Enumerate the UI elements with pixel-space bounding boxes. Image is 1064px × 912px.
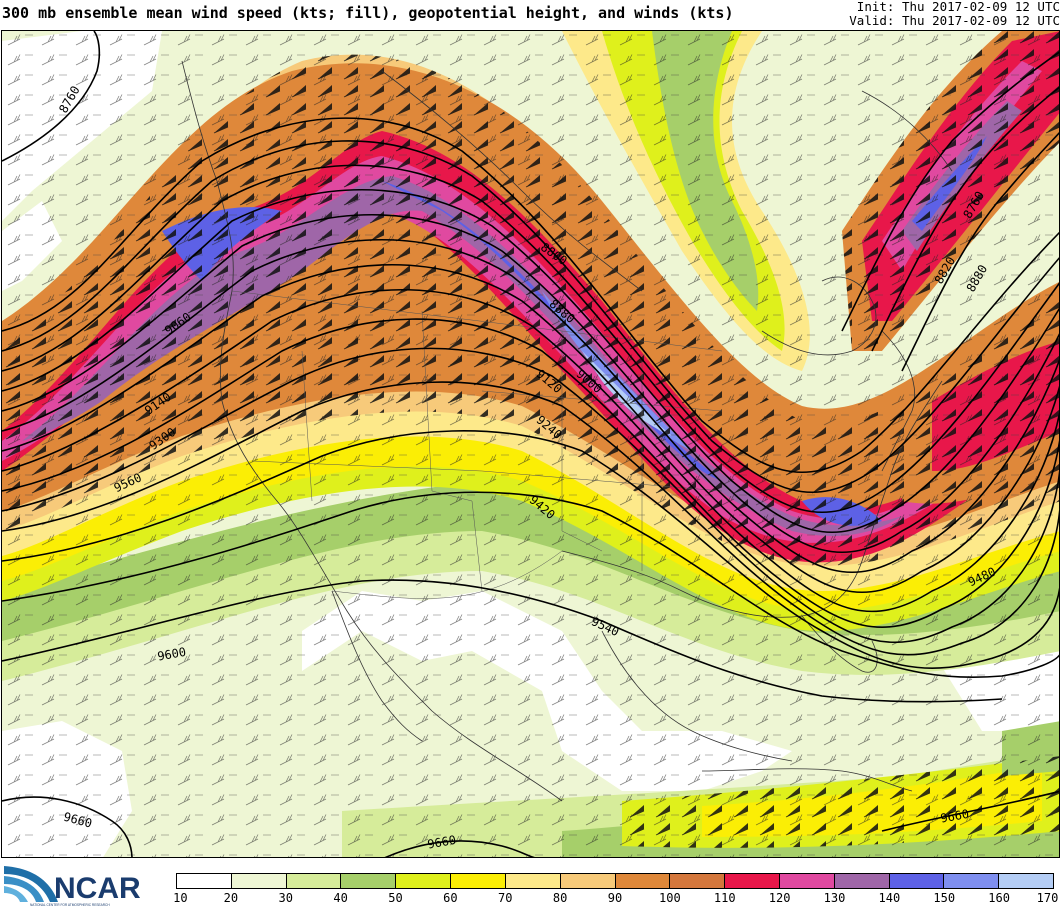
height-contours: [2, 31, 1059, 857]
colorbar-cell: [559, 874, 615, 888]
colorbar-tick: 90: [607, 891, 623, 905]
colorbar-cell: [778, 874, 834, 888]
ncar-logo: NCAR NATIONAL CENTER FOR ATMOSPHERIC RES…: [2, 862, 150, 908]
coastlines: [181, 60, 953, 802]
colorbar-tick: 150: [933, 891, 956, 905]
colorbar-tick: 120: [768, 891, 791, 905]
colorbar-cell: [669, 874, 725, 888]
colorbar-cell: [340, 874, 396, 888]
colorbar-tick: 110: [713, 891, 736, 905]
colorbar-cell: [998, 874, 1053, 888]
colorbar-tick: 100: [659, 891, 681, 905]
colorbar-tick: 70: [498, 891, 513, 905]
colorbar-cell: [504, 874, 560, 888]
colorbar-cell: [230, 874, 286, 888]
colorbar-cell: [177, 874, 231, 888]
colorbar-ticks: 10 20 30 40 50 60 70 80 90 100 110 120 130 140 150 160 1…: [173, 891, 1058, 907]
colorbar-cell: [450, 874, 505, 888]
colorbar-cell: [395, 874, 451, 888]
weather-map: 8760 9140 9060 9300 9560 8800 8880 9000 …: [1, 30, 1060, 858]
colorbar: [176, 873, 1054, 889]
svg-text:9660: 9660: [426, 833, 457, 852]
colorbar-cell: [943, 874, 999, 888]
colorbar-tick: 20: [223, 891, 239, 905]
svg-text:9600: 9600: [156, 645, 187, 664]
colorbar-tick: 30: [278, 891, 293, 905]
colorbar-cell: [724, 874, 779, 888]
colorbar-cell: [833, 874, 889, 888]
colorbar-cell: [285, 874, 341, 888]
colorbar-tick: 140: [878, 891, 901, 905]
colorbar-tick: 130: [823, 891, 846, 905]
colorbar-tick: 80: [552, 891, 568, 905]
colorbar-cell: [888, 874, 944, 888]
valid-time: Valid: Thu 2017-02-09 12 UTC: [849, 13, 1060, 28]
logo-text: NCAR: [54, 872, 141, 905]
colorbar-cell: [614, 874, 670, 888]
colorbar-tick: 160: [988, 891, 1010, 905]
time-info: Init: Thu 2017-02-09 12 UTC Valid: Thu 20…: [849, 0, 1060, 28]
logo-subtext: NATIONAL CENTER FOR ATMOSPHERIC RESEARCH: [30, 903, 110, 907]
colorbar-tick: 40: [333, 891, 348, 905]
colorbar-tick: 10: [173, 891, 188, 905]
page-title: 300 mb ensemble mean wind speed (kts; fi…: [2, 4, 734, 22]
colorbar-tick: 60: [443, 891, 458, 905]
colorbar-tick: 170: [1036, 891, 1059, 905]
svg-text:9660: 9660: [939, 807, 970, 826]
colorbar-tick: 50: [388, 891, 403, 905]
init-time: Init: Thu 2017-02-09 12 UTC: [856, 0, 1060, 14]
